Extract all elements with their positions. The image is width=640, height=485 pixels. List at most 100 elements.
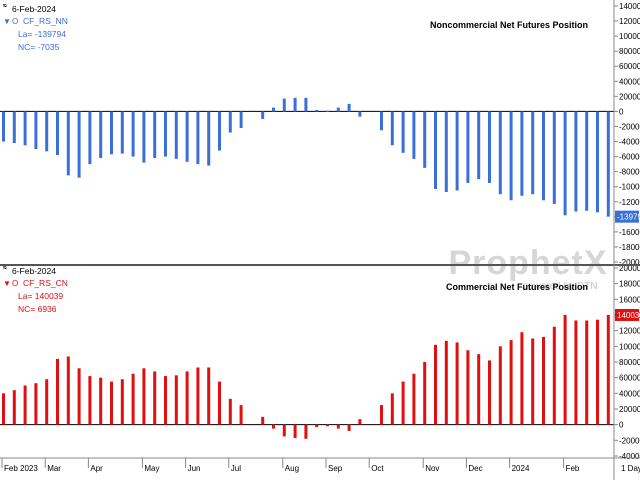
- bar: [563, 111, 567, 216]
- bar: [207, 111, 211, 166]
- chart-title: Noncommercial Net Futures Position: [430, 20, 588, 30]
- series-code: CF_RS_NN: [23, 16, 68, 26]
- bar: [282, 98, 286, 112]
- y-tick-label: -60000: [619, 153, 640, 162]
- bar: [272, 107, 275, 112]
- bar: [2, 393, 5, 425]
- x-tick-label: Feb: [566, 464, 580, 473]
- y-tick-label: 160000: [619, 295, 640, 304]
- bar: [196, 111, 200, 165]
- y-tick-label: 80000: [619, 358, 640, 367]
- bar: [131, 111, 135, 157]
- panel-pin-icon: ᴓ: [3, 265, 7, 271]
- y-tick-label: 40000: [619, 389, 640, 398]
- y-tick-label: -180000: [619, 243, 640, 252]
- bar: [153, 371, 157, 425]
- x-tick-label: Sep: [328, 464, 343, 473]
- x-tick-label: Jun: [188, 464, 201, 473]
- bar: [434, 111, 437, 189]
- bar: [88, 376, 92, 425]
- bar: [531, 111, 535, 195]
- bar: [466, 111, 470, 183]
- bar: [585, 320, 589, 425]
- bar: [542, 111, 545, 201]
- bar: [574, 320, 578, 425]
- bar: [585, 111, 589, 211]
- bar: [12, 390, 16, 425]
- bar: [509, 111, 513, 201]
- bar: [207, 367, 211, 425]
- bar: [401, 381, 405, 425]
- bar: [455, 342, 459, 425]
- bar: [45, 111, 49, 152]
- series-code: CF_RS_CN: [23, 278, 68, 288]
- y-tick-label: 40000: [619, 77, 640, 86]
- bar: [380, 405, 383, 425]
- bar: [347, 103, 351, 112]
- bar: [336, 107, 340, 112]
- watermark-brand: ProphetX: [448, 244, 607, 282]
- y-tick-label: -20000: [619, 436, 640, 445]
- y-tick-label: 180000: [619, 280, 640, 289]
- commercial-panel: ᴓ 6-Feb-2024▼ O CF_RS_CN La= 140039 NC= 6936 C…: [0, 264, 640, 461]
- bar: [218, 381, 221, 425]
- bar: [509, 340, 513, 425]
- bar: [423, 362, 427, 425]
- bar: [477, 111, 481, 180]
- x-tick-label: Nov: [425, 464, 439, 473]
- y-tick-label: -40000: [619, 452, 640, 461]
- x-tick-label: Dec: [468, 464, 482, 473]
- y-tick-label: 20000: [619, 405, 640, 414]
- noncommercial-panel: ᴓ 6-Feb-2024▼ O CF_RS_NN La= -139794 NC= -703…: [0, 2, 640, 267]
- readout-0: La= 140039: [18, 291, 63, 301]
- bar: [239, 405, 243, 425]
- bar: [455, 111, 459, 191]
- bar: [153, 111, 157, 159]
- y-tick-label: -20000: [619, 122, 640, 131]
- bar: [552, 326, 556, 425]
- bar: [488, 111, 491, 183]
- bar: [142, 111, 146, 163]
- bar: [45, 379, 49, 425]
- chart-date: 6-Feb-2024: [12, 266, 56, 276]
- bar: [174, 111, 178, 159]
- bar: [120, 111, 124, 154]
- bar: [110, 111, 113, 155]
- last-value-label: -139794: [617, 213, 640, 222]
- bar: [282, 424, 286, 437]
- collapse-triangle-icon: ▼: [3, 17, 11, 26]
- chart-title: Commercial Net Futures Position: [446, 282, 588, 292]
- bar: [498, 111, 502, 195]
- readout-1: NC= 6936: [18, 304, 57, 314]
- bar: [99, 111, 103, 159]
- bar: [142, 368, 146, 425]
- bar: [228, 111, 232, 133]
- bar: [390, 393, 394, 425]
- y-tick-label: 0: [619, 107, 624, 116]
- bar: [574, 111, 578, 212]
- bar: [606, 314, 610, 425]
- bar: [315, 424, 319, 428]
- bar: [164, 376, 167, 425]
- bar: [185, 111, 189, 162]
- bar: [66, 356, 70, 425]
- bar: [606, 111, 610, 217]
- bar: [434, 344, 437, 425]
- bar: [77, 368, 81, 425]
- bar: [304, 97, 308, 112]
- bar: [380, 111, 383, 131]
- bar: [488, 360, 491, 425]
- bar: [239, 111, 243, 128]
- x-tick-label: Apr: [90, 464, 103, 473]
- y-tick-label: -80000: [619, 168, 640, 177]
- y-tick-label: 60000: [619, 374, 640, 383]
- bar: [174, 375, 178, 425]
- bar: [131, 373, 135, 425]
- y-tick-label: 120000: [619, 17, 640, 26]
- bar: [304, 424, 308, 439]
- bar: [23, 385, 27, 425]
- bar: [347, 424, 351, 431]
